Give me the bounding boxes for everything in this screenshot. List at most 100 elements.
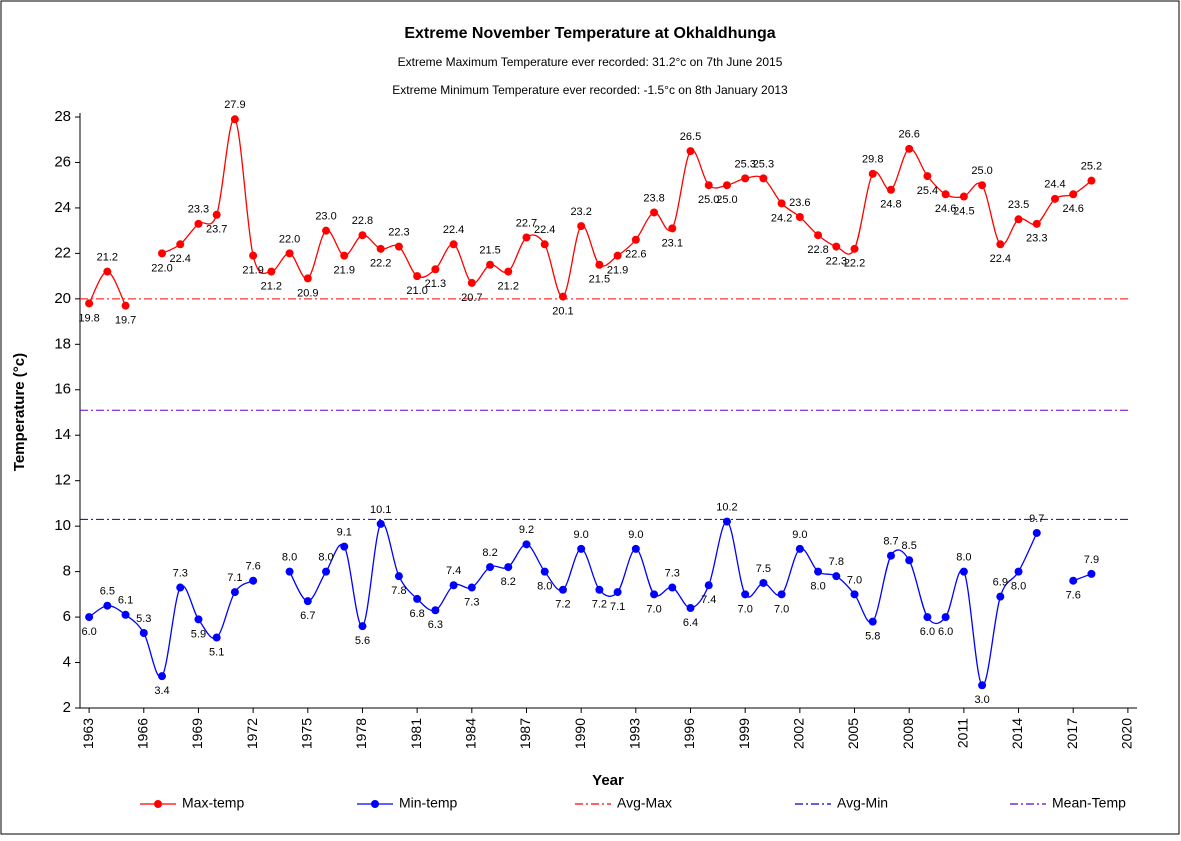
data-label: 25.4	[917, 185, 938, 197]
data-point	[795, 213, 804, 222]
data-point	[121, 301, 130, 310]
legend-marker	[154, 800, 162, 808]
data-point	[959, 567, 968, 576]
data-point	[449, 240, 458, 249]
data-label: 22.2	[844, 258, 865, 270]
data-label: 23.8	[643, 192, 664, 204]
data-label: 6.8	[409, 608, 424, 620]
x-tick-label: 1984	[463, 718, 479, 749]
data-point	[941, 613, 950, 622]
y-tick-label: 24	[54, 199, 71, 216]
x-tick-label: 1990	[572, 718, 588, 749]
data-point	[322, 226, 331, 235]
data-point	[303, 274, 312, 283]
data-label: 7.6	[245, 561, 260, 573]
y-tick-label: 14	[54, 426, 71, 443]
data-point	[850, 244, 859, 253]
data-label: 22.2	[370, 258, 391, 270]
data-label: 6.5	[100, 586, 115, 598]
x-tick-label: 2005	[845, 718, 861, 749]
x-tick-label: 1969	[189, 718, 205, 749]
x-tick-label: 1975	[299, 718, 315, 749]
data-point	[212, 633, 221, 642]
data-label: 9.2	[519, 524, 534, 536]
data-label: 24.8	[880, 199, 901, 211]
data-label: 7.0	[646, 603, 661, 615]
data-label: 8.2	[482, 547, 497, 559]
data-point	[814, 231, 823, 240]
data-point	[413, 594, 422, 603]
data-point	[394, 242, 403, 251]
legend-label: Min-temp	[399, 795, 458, 811]
y-tick-label: 28	[54, 108, 71, 125]
x-tick-label: 1972	[244, 718, 260, 749]
data-label: 6.0	[81, 626, 96, 638]
data-label: 6.7	[300, 610, 315, 622]
data-label: 5.8	[865, 631, 880, 643]
data-label: 7.8	[391, 585, 406, 597]
data-label: 22.0	[279, 233, 300, 245]
x-tick-label: 1999	[736, 718, 752, 749]
data-label: 8.0	[810, 581, 825, 593]
data-point	[631, 235, 640, 244]
y-tick-label: 12	[54, 472, 71, 489]
data-point	[431, 606, 440, 615]
data-label: 26.6	[898, 129, 919, 141]
data-point	[595, 260, 604, 269]
data-label: 21.0	[406, 285, 427, 297]
x-axis-label: Year	[592, 772, 624, 789]
data-label: 22.8	[352, 215, 373, 227]
data-label: 24.5	[953, 205, 974, 217]
data-label: 25.0	[698, 194, 719, 206]
data-point	[905, 556, 914, 565]
data-point	[558, 585, 567, 594]
data-point	[267, 267, 276, 276]
data-label: 22.8	[807, 244, 828, 256]
data-point	[303, 597, 312, 606]
data-label: 22.0	[151, 262, 172, 274]
data-point	[340, 542, 349, 551]
data-point	[176, 240, 185, 249]
data-point	[340, 251, 349, 260]
data-label: 23.2	[570, 206, 591, 218]
data-point	[886, 551, 895, 560]
data-label: 8.0	[282, 552, 297, 564]
chart-title: Extreme November Temperature at Okhaldhu…	[404, 25, 775, 42]
data-label: 23.5	[1008, 199, 1029, 211]
data-label: 7.0	[738, 603, 753, 615]
data-point	[959, 192, 968, 201]
legend-label: Avg-Max	[617, 795, 672, 811]
data-point	[613, 588, 622, 597]
data-point	[103, 267, 112, 276]
data-point	[285, 567, 294, 576]
data-point	[558, 292, 567, 301]
series-line	[88, 580, 254, 678]
data-point	[230, 115, 239, 124]
data-point	[577, 222, 586, 231]
data-label: 24.6	[1063, 203, 1084, 215]
data-point	[249, 576, 258, 585]
data-point	[650, 208, 659, 217]
data-label: 8.5	[902, 540, 917, 552]
data-label: 22.4	[534, 224, 555, 236]
y-tick-label: 8	[63, 563, 71, 580]
data-point	[905, 144, 914, 153]
data-point	[704, 581, 713, 590]
data-point	[158, 249, 167, 258]
data-point	[158, 672, 167, 681]
data-point	[1069, 190, 1078, 199]
data-point	[795, 544, 804, 553]
data-label: 9.0	[792, 529, 807, 541]
data-point	[941, 190, 950, 199]
data-point	[650, 590, 659, 599]
data-point	[467, 583, 476, 592]
data-point	[868, 169, 877, 178]
data-label: 21.2	[498, 280, 519, 292]
data-label: 6.3	[428, 619, 443, 631]
y-axis-label: Temperature (°c)	[11, 353, 28, 471]
data-label: 7.2	[555, 599, 570, 611]
data-label: 22.6	[625, 249, 646, 261]
data-label: 29.8	[862, 154, 883, 166]
x-tick-label: 1996	[681, 718, 697, 749]
data-label: 8.0	[956, 552, 971, 564]
